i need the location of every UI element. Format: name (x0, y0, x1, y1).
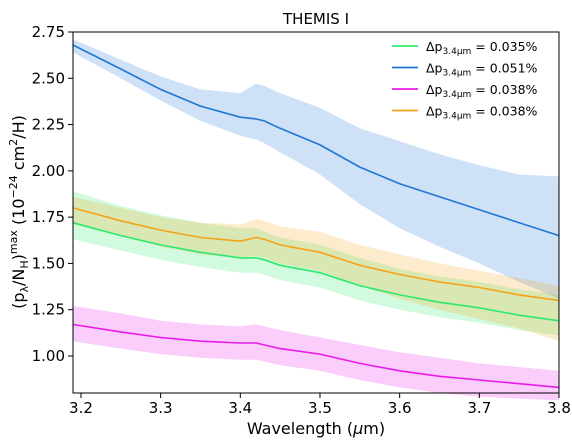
line-series-4 (72, 207, 560, 302)
y-tick-label: 2.00 (32, 162, 65, 180)
line-series-3 (72, 323, 560, 389)
legend-label-4: Δp3.4μm = 0.038% (426, 104, 538, 122)
y-tick-label: 2.75 (32, 23, 65, 41)
series-lines (72, 44, 560, 389)
y-tick-label: 2.25 (32, 116, 65, 134)
legend-label-3: Δp3.4μm = 0.038% (426, 82, 538, 100)
y-tick-label: 1.75 (32, 208, 65, 226)
chart-title: THEMIS I (282, 10, 349, 28)
y-tick-label: 2.50 (32, 69, 65, 87)
x-axis-ticks: 3.2 3.3 3.4 3.5 3.6 3.7 3.8 (69, 393, 571, 417)
band-series-1 (73, 191, 559, 336)
legend-label-1: Δp3.4μm = 0.035% (426, 39, 538, 57)
line-series-2 (72, 44, 560, 237)
x-tick-label: 3.2 (69, 399, 93, 417)
y-tick-label: 1.50 (32, 254, 65, 272)
x-tick-label: 3.7 (467, 399, 491, 417)
line-series-1 (72, 221, 560, 322)
legend: Δp3.4μm = 0.035% Δp3.4μm = 0.051% Δp3.4μm … (392, 39, 538, 122)
x-tick-label: 3.5 (308, 399, 332, 417)
x-tick-label: 3.8 (547, 399, 571, 417)
x-tick-label: 3.4 (228, 399, 252, 417)
y-axis-ticks: 1.00 1.25 1.50 1.75 2.00 2.25 2.50 2.75 (32, 23, 73, 365)
y-tick-label: 1.00 (32, 347, 65, 365)
x-tick-label: 3.6 (388, 399, 412, 417)
band-series-4 (73, 196, 559, 342)
legend-label-2: Δp3.4μm = 0.051% (426, 61, 538, 79)
plot-frame (72, 31, 560, 394)
x-axis-label: Wavelength (μm) (247, 419, 385, 438)
y-axis-label: (pλ/NH)max (10−24 cm2/H) (7, 115, 31, 309)
x-tick-label: 3.3 (149, 399, 173, 417)
y-tick-label: 1.25 (32, 301, 65, 319)
